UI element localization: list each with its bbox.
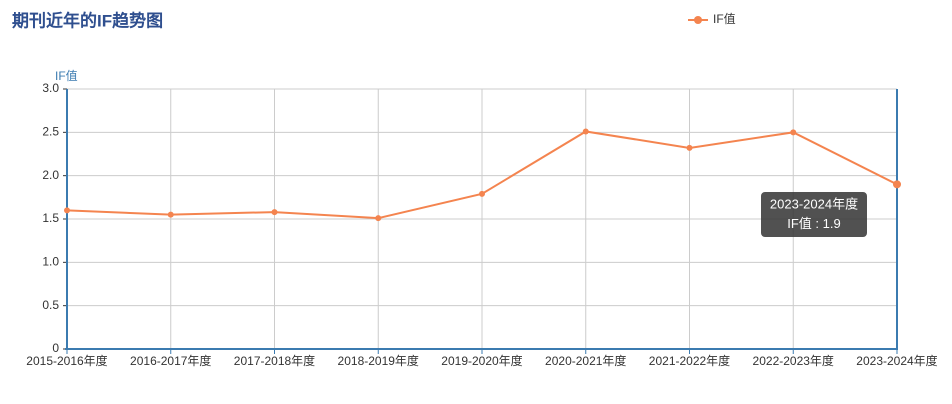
- data-point: [582, 128, 589, 135]
- tooltip-value: IF值 : 1.9: [787, 216, 840, 231]
- y-axis-label: IF值: [55, 68, 78, 83]
- tooltip-category: 2023-2024年度: [770, 196, 858, 211]
- data-point: [686, 144, 693, 151]
- y-tick-label: 0: [52, 341, 59, 355]
- y-tick-label: 3.0: [42, 81, 59, 95]
- y-tick-label: 0.5: [42, 298, 59, 312]
- data-point: [64, 207, 70, 214]
- x-tick-label: 2019-2020年度: [441, 353, 522, 368]
- y-tick-label: 1.0: [42, 255, 59, 269]
- data-point: [790, 129, 797, 136]
- tooltip-number: 1.9: [823, 216, 841, 231]
- x-tick-label: 2016-2017年度: [130, 353, 211, 368]
- legend-label: IF值: [713, 11, 736, 26]
- x-tick-label: 2022-2023年度: [753, 353, 834, 368]
- tooltip-separator: :: [812, 216, 823, 231]
- x-tick-label: 2020-2021年度: [545, 353, 626, 368]
- tooltip-series-name: IF值: [787, 216, 812, 231]
- tooltip: 2023-2024年度 IF值 : 1.9: [761, 192, 867, 237]
- x-tick-label: 2015-2016年度: [26, 353, 107, 368]
- x-tick-label: 2023-2024年度: [856, 353, 937, 368]
- y-tick-label: 2.0: [42, 168, 59, 182]
- legend-marker: [694, 16, 702, 24]
- data-point: [375, 215, 382, 222]
- data-point: [167, 211, 174, 218]
- x-tick-label: 2021-2022年度: [649, 353, 730, 368]
- y-tick-label: 2.5: [42, 125, 59, 139]
- y-tick-label: 1.5: [42, 211, 59, 225]
- data-point: [479, 190, 485, 197]
- x-tick-label: 2017-2018年度: [234, 353, 315, 368]
- data-point: [271, 209, 278, 216]
- data-point: [893, 180, 901, 189]
- x-tick-label: 2018-2019年度: [338, 353, 419, 368]
- chart-title: 期刊近年的IF趋势图: [12, 10, 163, 30]
- tooltip-box: [761, 192, 867, 237]
